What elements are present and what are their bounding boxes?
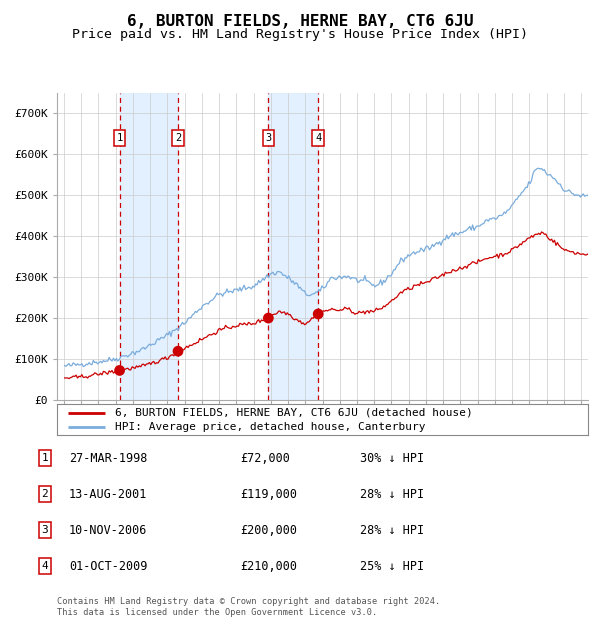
Text: 1: 1 [116, 133, 123, 143]
Text: 01-OCT-2009: 01-OCT-2009 [69, 560, 148, 572]
Text: HPI: Average price, detached house, Canterbury: HPI: Average price, detached house, Cant… [115, 422, 426, 432]
Text: 4: 4 [315, 133, 322, 143]
Text: Price paid vs. HM Land Registry's House Price Index (HPI): Price paid vs. HM Land Registry's House … [72, 28, 528, 41]
Text: 30% ↓ HPI: 30% ↓ HPI [360, 452, 424, 464]
Text: 3: 3 [265, 133, 271, 143]
Text: Contains HM Land Registry data © Crown copyright and database right 2024.
This d: Contains HM Land Registry data © Crown c… [57, 598, 440, 617]
Text: 27-MAR-1998: 27-MAR-1998 [69, 452, 148, 464]
Text: 28% ↓ HPI: 28% ↓ HPI [360, 524, 424, 536]
Bar [268, 93, 318, 400]
Point [263, 313, 273, 323]
Text: 13-AUG-2001: 13-AUG-2001 [69, 488, 148, 500]
Bar [119, 93, 178, 400]
Text: 3: 3 [41, 525, 49, 535]
Text: 10-NOV-2006: 10-NOV-2006 [69, 524, 148, 536]
Point [115, 365, 124, 375]
Point [313, 309, 323, 319]
Point [173, 346, 183, 356]
Text: 25% ↓ HPI: 25% ↓ HPI [360, 560, 424, 572]
Text: £210,000: £210,000 [240, 560, 297, 572]
Text: £119,000: £119,000 [240, 488, 297, 500]
Text: £200,000: £200,000 [240, 524, 297, 536]
Text: 4: 4 [41, 561, 49, 571]
Text: £72,000: £72,000 [240, 452, 290, 464]
Text: 6, BURTON FIELDS, HERNE BAY, CT6 6JU (detached house): 6, BURTON FIELDS, HERNE BAY, CT6 6JU (de… [115, 407, 473, 418]
Text: 6, BURTON FIELDS, HERNE BAY, CT6 6JU: 6, BURTON FIELDS, HERNE BAY, CT6 6JU [127, 14, 473, 29]
Text: 1: 1 [41, 453, 49, 463]
Text: 2: 2 [41, 489, 49, 499]
Text: 28% ↓ HPI: 28% ↓ HPI [360, 488, 424, 500]
Text: 2: 2 [175, 133, 181, 143]
